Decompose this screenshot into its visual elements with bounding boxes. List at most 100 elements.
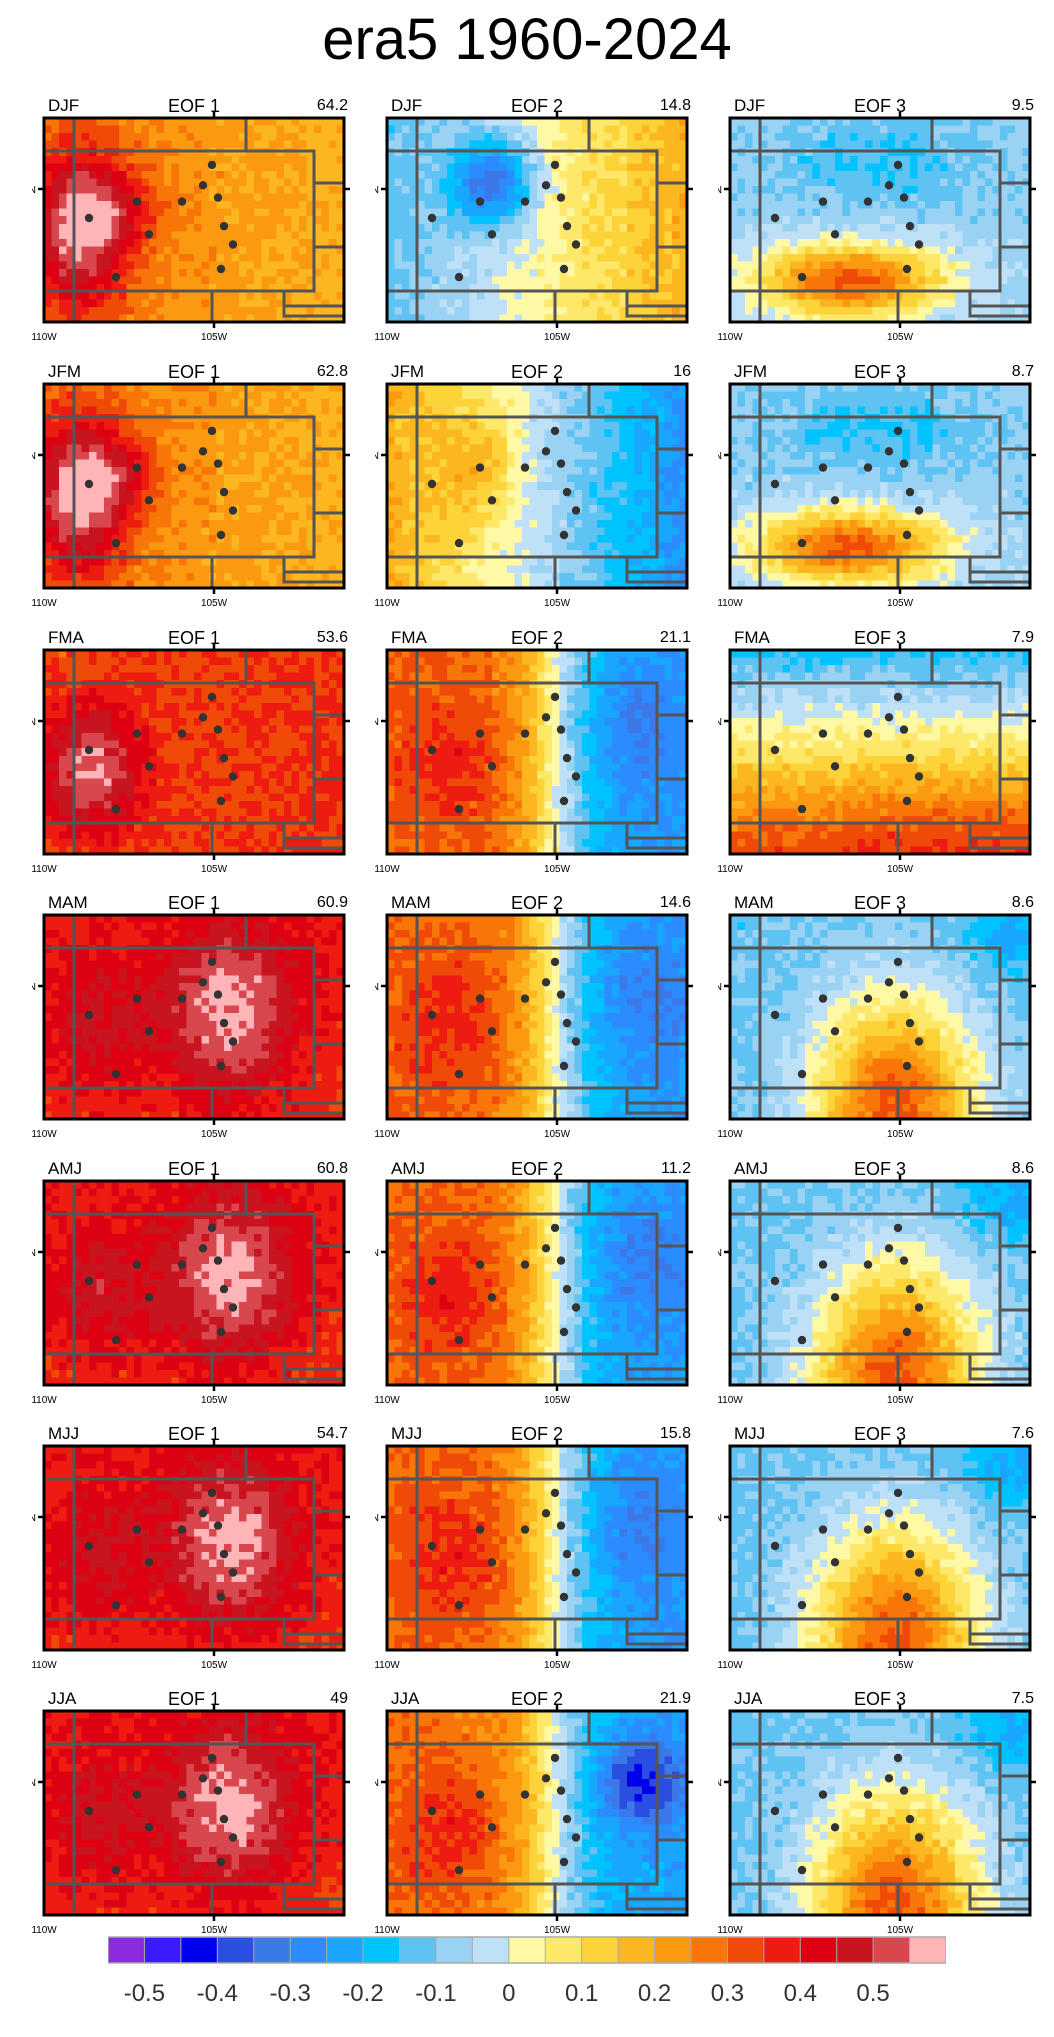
heatmap-cells <box>730 1711 1031 1916</box>
lon-tick-label: 105W <box>887 864 914 875</box>
eof-map: 40N 110W 105W <box>375 1705 693 1936</box>
station-dot <box>914 1037 924 1046</box>
station-dot <box>198 713 208 722</box>
station-dot <box>770 479 780 489</box>
station-dot <box>144 762 154 771</box>
lon-tick-label: 110W <box>375 1925 400 1936</box>
explained-variance-label: 60.8 <box>317 1159 348 1179</box>
lon-tick-label: 110W <box>32 1925 57 1936</box>
colorbar-swatch <box>290 1937 328 1963</box>
station-dot <box>198 1244 208 1253</box>
colorbar: -0.5 -0.4 -0.3 -0.2 -0.1 0 0.1 0.2 0.3 0.4 0.5 <box>108 1936 946 2007</box>
colorbar-tick-label: 0.3 <box>711 1980 744 2007</box>
map-frame <box>42 913 346 1121</box>
station-dot <box>144 1823 154 1832</box>
station-dot <box>454 538 464 548</box>
station-dot <box>556 1521 566 1530</box>
station-dot <box>219 487 229 497</box>
station-dot <box>541 978 551 987</box>
station-dot <box>770 745 780 755</box>
station-dot <box>198 1509 208 1518</box>
station-dot <box>84 213 94 223</box>
axis-ticks <box>38 644 350 860</box>
station-dot <box>899 990 909 999</box>
station-dot <box>914 1568 924 1577</box>
eof-map: 40N 110W 105W <box>32 1705 350 1936</box>
station-dot <box>520 994 530 1003</box>
eof-label: EOF 3 <box>730 362 1030 382</box>
station-dot <box>454 1335 464 1345</box>
station-dot <box>770 1010 780 1020</box>
station-dot <box>893 1488 903 1498</box>
station-dot <box>454 804 464 814</box>
colorbar-swatch <box>399 1937 437 1963</box>
season-label: FMA <box>734 628 770 648</box>
station-dot <box>550 692 560 702</box>
chart-title: era5 1960-2024 <box>0 4 1054 76</box>
eof-map: 40N 110W 105W <box>32 1175 350 1406</box>
axis-ticks <box>724 1440 1036 1656</box>
station-dot <box>884 1774 894 1783</box>
station-dot <box>830 1558 840 1567</box>
station-dot <box>899 1256 909 1265</box>
lon-tick-label: 110W <box>375 1660 400 1671</box>
station-dot <box>899 1521 909 1530</box>
station-dot <box>562 753 572 763</box>
station-dot <box>228 1833 238 1842</box>
explained-variance-label: 64.2 <box>317 96 348 116</box>
station-dot <box>863 197 873 206</box>
colorbar-swatch <box>545 1937 583 1963</box>
station-dot <box>487 230 497 239</box>
station-dot <box>905 221 915 231</box>
station-dot <box>863 994 873 1003</box>
station-dot <box>770 1541 780 1551</box>
explained-variance-label: 16 <box>673 362 691 382</box>
eof-map: 40N 110W 105W <box>32 1440 350 1671</box>
colorbar-frame <box>108 1936 946 1964</box>
lon-tick-label: 105W <box>201 1660 228 1671</box>
station-dot <box>487 496 497 505</box>
colorbar-swatch <box>654 1937 692 1963</box>
map-frame <box>42 1709 346 1917</box>
station-dot <box>520 1260 530 1269</box>
station-dot <box>899 725 909 734</box>
heatmap-cells <box>44 384 345 589</box>
station-dot <box>562 221 572 231</box>
colorbar-swatch <box>326 1937 364 1963</box>
lat-tick-label: 40N <box>375 185 379 196</box>
lat-tick-label: 40N <box>32 185 36 196</box>
station-dot <box>427 213 437 223</box>
station-dot <box>207 1223 217 1233</box>
station-dot <box>84 745 94 755</box>
map-frame <box>728 1444 1032 1652</box>
station-dot <box>132 1525 142 1534</box>
station-dot <box>216 1327 226 1337</box>
station-dot <box>111 1865 121 1875</box>
station-dot <box>556 725 566 734</box>
lon-tick-label: 105W <box>887 598 914 609</box>
lat-tick-label: 40N <box>375 717 379 728</box>
lon-tick-label: 105W <box>544 1925 571 1936</box>
station-dot <box>902 1061 912 1071</box>
season-label: DJF <box>734 96 765 116</box>
station-dot <box>770 1276 780 1286</box>
station-dot <box>207 1753 217 1763</box>
station-dot <box>902 796 912 806</box>
state-boundaries <box>44 118 344 322</box>
station-dot <box>905 753 915 763</box>
map-frame <box>42 648 346 856</box>
lon-tick-label: 105W <box>887 1395 914 1406</box>
station-dot <box>556 193 566 202</box>
station-dot <box>893 160 903 170</box>
station-dot <box>132 994 142 1003</box>
station-dot <box>556 1786 566 1795</box>
lon-tick-label: 110W <box>718 1395 743 1406</box>
